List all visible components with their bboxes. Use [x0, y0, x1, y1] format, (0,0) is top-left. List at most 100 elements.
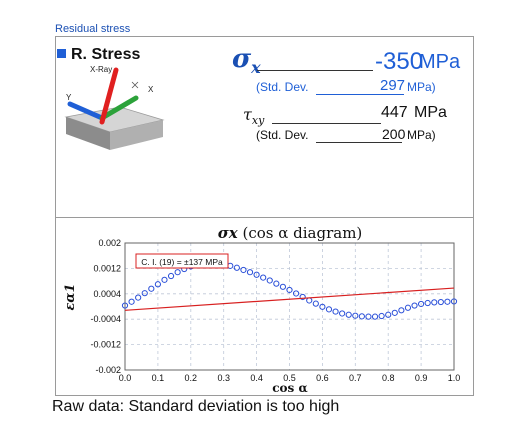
data-point: [233, 264, 240, 271]
x-axis-label: X: [148, 85, 154, 94]
x-tick-label: 0.5: [283, 373, 296, 383]
x-tick-label: 0.2: [185, 373, 198, 383]
data-point: [273, 280, 280, 287]
block-left: [66, 117, 110, 150]
data-point: [306, 297, 313, 304]
data-point: [174, 269, 181, 276]
data-point: [437, 298, 444, 306]
data-point: [424, 299, 431, 307]
data-point: [121, 302, 129, 309]
residual-stress-panel: [55, 36, 474, 396]
data-point: [332, 308, 339, 315]
sigma-std-value: 297: [380, 77, 406, 94]
tau-xy-underline: [272, 123, 381, 124]
x-tick-label: 0.7: [349, 373, 362, 383]
chart-ticks: 0.0 0.1 0.2 0.3 0.4 0.5 0.6 0.7 0.8 0.9 1.0 0.002 0.…: [90, 238, 460, 383]
blue-square-icon: [57, 49, 66, 58]
y-tick-label: -0.002: [95, 365, 121, 375]
tau-xy-symbol: τxy: [243, 105, 265, 128]
sigma-x-unit: MPa: [419, 51, 461, 73]
rstress-header: R. Stress: [57, 46, 140, 64]
plot-frame: [124, 242, 455, 371]
data-point: [358, 313, 365, 320]
ci-annotation-text: C. I. (19) = ±137 MPa: [141, 257, 223, 267]
data-point: [240, 266, 247, 274]
data-point: [260, 274, 267, 281]
xray-label: X-Ray: [90, 65, 113, 74]
x-tick-label: 0.3: [217, 373, 230, 383]
x-tick-label: 0.4: [250, 373, 263, 383]
data-point: [418, 300, 425, 308]
regression-line: [124, 287, 455, 311]
data-point: [279, 283, 287, 290]
x-tick-label: 1.0: [448, 373, 461, 383]
y-tick-label: 0.002: [98, 238, 121, 248]
data-point: [246, 269, 254, 276]
data-point: [391, 309, 398, 316]
data-point: [385, 311, 392, 318]
data-point: [378, 312, 385, 320]
x-tick-label: 0.0: [119, 373, 132, 383]
data-point: [411, 302, 418, 309]
y-tick-label: 0.0012: [93, 263, 121, 273]
y-tick-label: 0.0004: [93, 289, 121, 299]
tau-std-unit: MPa): [407, 128, 436, 142]
sigma-std-unit: MPa): [407, 80, 436, 94]
ci-annotation: C. I. (19) = ±137 MPa: [135, 253, 229, 269]
data-point: [312, 300, 319, 307]
sigma-x-underline: [257, 70, 373, 71]
sigma-std-underline: [316, 94, 404, 95]
data-point: [398, 307, 405, 314]
tau-xy-value: 447: [381, 104, 408, 121]
data-point: [450, 298, 458, 305]
data-point: [286, 286, 293, 294]
rstress-label: R. Stress: [71, 46, 141, 63]
sigma-std-label: (Std. Dev.: [256, 80, 309, 94]
section-title: Residual stress: [55, 23, 131, 35]
data-point: [352, 312, 359, 319]
data-point: [325, 306, 333, 313]
chart-xlabel: cos α: [272, 381, 307, 395]
data-point: [266, 277, 273, 284]
data-point: [154, 281, 161, 288]
data-point: [141, 290, 148, 297]
tau-std-underline: [316, 142, 402, 143]
y-tick-label: -0.0012: [90, 340, 121, 350]
data-point: [431, 299, 438, 306]
data-point: [444, 298, 451, 305]
panel-divider: [55, 217, 474, 218]
data-point: [371, 313, 379, 320]
data-point: [253, 271, 260, 278]
y-tick-label: -0.0004: [90, 314, 121, 324]
data-point: [299, 293, 306, 301]
data-point: [365, 313, 372, 320]
data-point: [128, 298, 135, 305]
tau-std-label: (Std. Dev.: [256, 128, 309, 142]
data-point: [404, 304, 412, 311]
sigma-x-value: -350: [375, 48, 424, 75]
data-point: [319, 303, 326, 310]
data-point: [161, 276, 168, 283]
x-tick-label: 0.9: [415, 373, 428, 383]
data-point: [135, 294, 142, 301]
data-point: [167, 272, 175, 280]
xray-block-diagram: [64, 67, 165, 150]
chart-ylabel: εα1: [63, 284, 78, 311]
data-point: [292, 290, 300, 297]
data-point: [148, 285, 155, 292]
tau-std-value: 200: [382, 126, 406, 142]
chart-title: σx (cos α diagram): [218, 224, 363, 242]
caption-text: Raw data: Standard deviation is too high: [52, 398, 340, 415]
sigma-x-symbol: σx: [232, 44, 261, 78]
data-point: [345, 311, 352, 318]
tau-xy-unit: MPa: [414, 104, 447, 121]
x-tick-label: 0.1: [152, 373, 165, 383]
xray-beam: [99, 67, 119, 125]
y-axis-label: Y: [66, 93, 72, 102]
x-tick-label: 0.8: [382, 373, 395, 383]
x-axis-arrow: [99, 95, 139, 121]
y-axis-arrow: [67, 101, 105, 121]
block-right: [110, 120, 163, 150]
data-point: [339, 310, 346, 317]
